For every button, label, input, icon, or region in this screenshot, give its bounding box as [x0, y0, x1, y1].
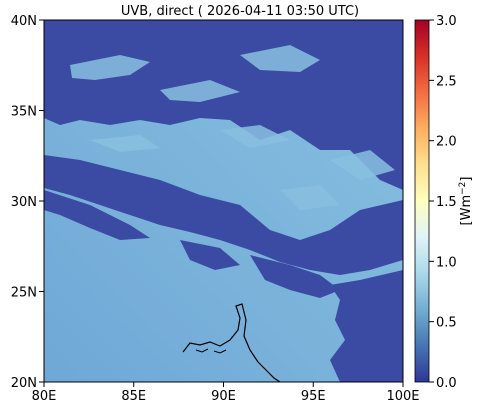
- coastline-bangladesh: [182, 303, 281, 382]
- cloud-band-west: [44, 190, 150, 240]
- x-tick-label: 90E: [211, 389, 236, 404]
- y-tick-label: 25N: [11, 286, 37, 301]
- map-area: [44, 20, 403, 382]
- cloud-patch-tibet: [180, 240, 240, 270]
- colorbar: 0.0 0.5 1.0 1.5 2.0 2.5 3.0 [Wm−2]: [414, 14, 474, 391]
- colorbar-scale: [414, 19, 430, 383]
- cloud-cluster-southeast: [330, 270, 403, 382]
- cloud-cluster-east: [250, 255, 340, 298]
- y-tick-label: 40N: [11, 14, 37, 29]
- y-axis: 20N 25N 30N 35N 40N: [11, 14, 44, 391]
- clear-sky-gaps: [70, 45, 395, 210]
- colorbar-tick-label: 2.5: [436, 74, 457, 89]
- coastline-islands: [195, 348, 227, 354]
- y-tick-label: 30N: [11, 195, 37, 210]
- colorbar-tick-label: 0.5: [436, 316, 457, 331]
- x-axis: 80E 85E 90E 95E 100E: [32, 382, 420, 404]
- colorbar-tick-label: 0.0: [436, 376, 457, 391]
- colorbar-label: [Wm−2]: [458, 177, 474, 226]
- x-tick-label: 85E: [121, 389, 146, 404]
- colorbar-tick-label: 1.0: [436, 255, 457, 270]
- x-tick-label: 80E: [32, 389, 57, 404]
- colorbar-tick-label: 3.0: [436, 14, 457, 29]
- y-tick-label: 20N: [11, 376, 37, 391]
- y-tick-label: 35N: [11, 105, 37, 120]
- x-tick-label: 100E: [386, 389, 419, 404]
- colorbar-tick-label: 1.5: [436, 195, 457, 210]
- colorbar-tick-label: 2.0: [436, 135, 457, 150]
- cloud-band-central: [44, 155, 403, 275]
- colorbar-ticks: 0.0 0.5 1.0 1.5 2.0 2.5 3.0: [429, 14, 457, 391]
- x-tick-label: 95E: [301, 389, 326, 404]
- map-title: UVB, direct ( 2026-04-11 03:50 UTC): [121, 4, 359, 19]
